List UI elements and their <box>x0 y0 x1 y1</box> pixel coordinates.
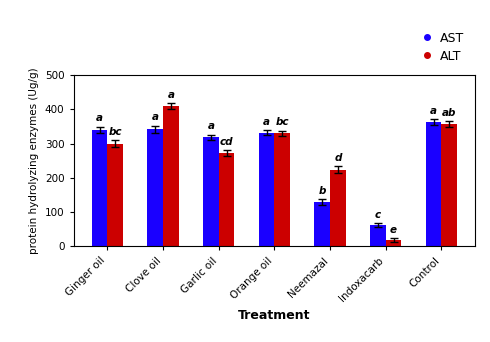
X-axis label: Treatment: Treatment <box>238 309 311 322</box>
Bar <box>386 240 401 246</box>
Bar <box>259 133 274 246</box>
Text: bc: bc <box>275 117 289 127</box>
Bar <box>219 153 234 246</box>
Text: a: a <box>263 117 270 127</box>
Text: a: a <box>207 121 215 131</box>
Text: cd: cd <box>220 137 233 147</box>
Text: a: a <box>430 106 437 116</box>
Bar <box>330 170 345 246</box>
Text: e: e <box>390 225 397 235</box>
Text: d: d <box>334 153 342 163</box>
Legend: AST, ALT: AST, ALT <box>416 27 469 68</box>
Bar <box>203 137 219 246</box>
Bar <box>441 124 457 246</box>
Bar <box>147 129 163 246</box>
Text: bc: bc <box>108 127 122 137</box>
Bar <box>107 144 123 246</box>
Bar <box>370 225 386 246</box>
Text: a: a <box>167 90 174 100</box>
Text: a: a <box>96 113 103 123</box>
Text: c: c <box>375 210 381 220</box>
Bar <box>274 133 290 246</box>
Bar <box>163 106 179 246</box>
Bar <box>426 122 441 246</box>
Text: ab: ab <box>442 108 456 118</box>
Y-axis label: protein hydrolyzing enzymes (Ug/g): protein hydrolyzing enzymes (Ug/g) <box>29 67 39 254</box>
Bar <box>92 130 107 246</box>
Text: a: a <box>152 113 159 122</box>
Text: b: b <box>318 186 326 196</box>
Bar <box>315 202 330 246</box>
